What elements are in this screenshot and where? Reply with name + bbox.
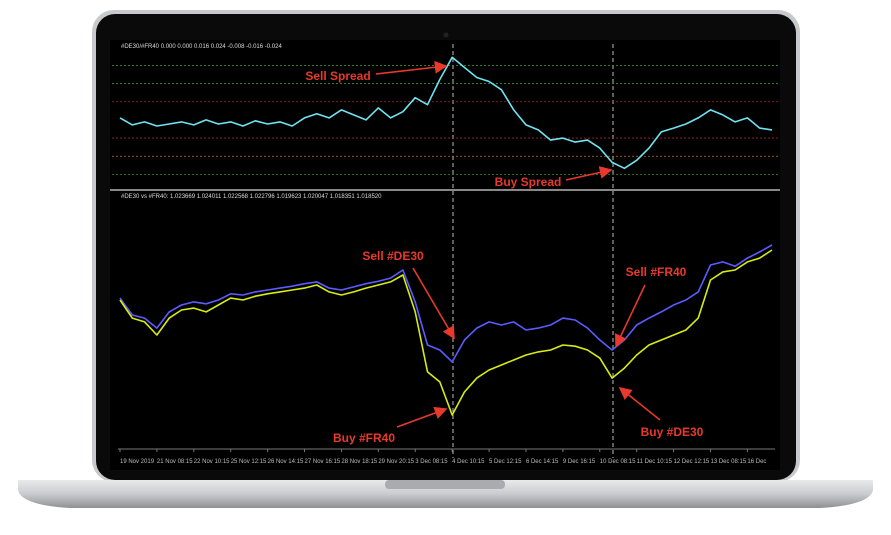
x-tick-label: 13 Dec 08:15 [710,459,746,465]
panel-header: #DE30 vs #FR40: 1.023669 1.024011 1.0225… [121,194,382,200]
arrow [565,166,613,181]
panel-header: #DE30/#FR40 0.000 0.000 0.016 0.024 -0.0… [121,44,282,50]
arrow [396,406,448,428]
x-tick-label: 5 Dec 12:15 [489,459,522,465]
x-tick-label: 22 Nov 10:15 [194,459,230,465]
x-tick-label: 11 Dec 10:15 [637,459,673,465]
series-line [119,249,773,416]
x-tick-label: 6 Dec 14:15 [526,459,559,465]
annotation: Buy #FR40 [333,431,395,445]
x-tick-label: 27 Nov 16:15 [305,459,341,465]
x-tick-label: 21 Nov 08:15 [157,459,193,465]
arrow [375,60,448,75]
x-tick-label: 12 Dec 12:15 [674,459,710,465]
x-tick-label: 10 Dec 08:15 [600,459,636,465]
series-line [119,244,773,363]
x-tick-label: 26 Nov 14:15 [268,459,304,465]
x-tick-label: 19 Nov 2019 [120,459,155,465]
arrow [618,387,661,421]
x-tick-label: 4 Dec 10:15 [452,459,485,465]
camera [443,32,449,38]
annotation: Sell Spread [305,69,370,83]
laptop-base [18,480,873,508]
arrow [615,284,646,348]
annotation: Buy Spread [495,175,562,189]
x-tick-label: 16 Dec [747,459,766,465]
notch [385,480,505,489]
x-tick-label: 9 Dec 16:15 [563,459,596,465]
annotation: Sell #DE30 [362,249,424,263]
display [110,40,780,470]
annotation: Sell #FR40 [626,265,687,279]
annotation: Buy #DE30 [641,425,704,439]
x-tick-label: 3 Dec 08:15 [415,459,448,465]
x-tick-label: 29 Nov 20:15 [378,459,414,465]
x-tick-label: 25 Nov 12:15 [231,459,267,465]
arrow [412,267,455,340]
x-tick-label: 28 Nov 18:15 [341,459,377,465]
